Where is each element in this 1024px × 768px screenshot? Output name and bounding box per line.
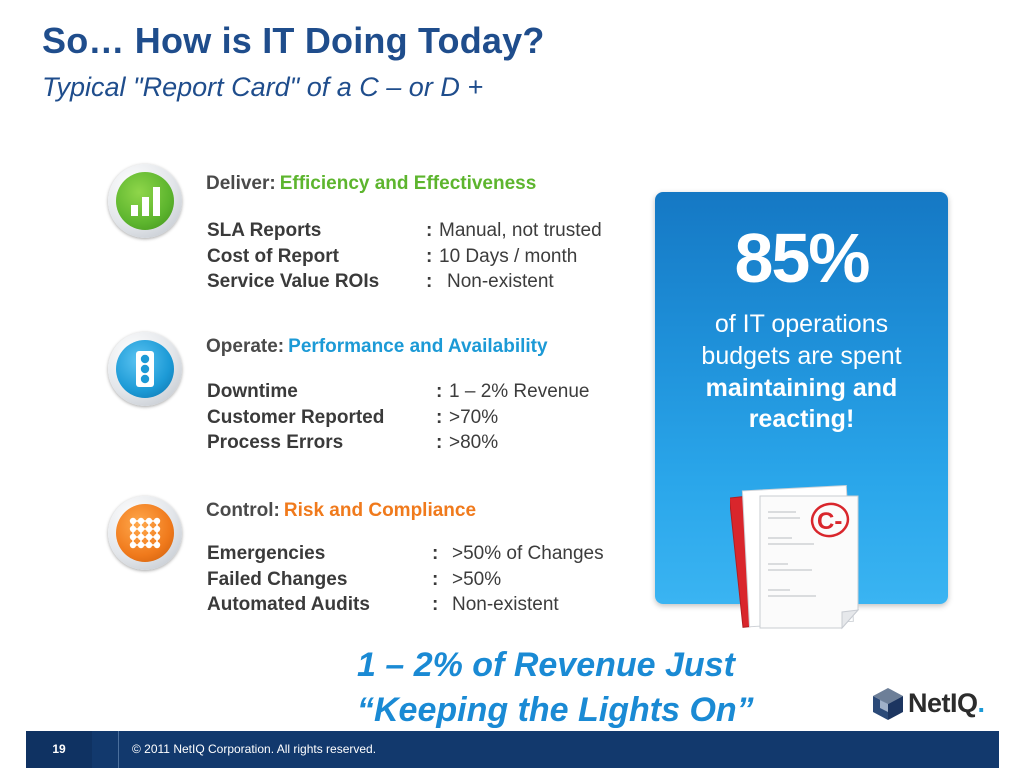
metric-label: Automated Audits	[207, 594, 370, 615]
logo-wordmark: NetIQ.	[908, 688, 985, 718]
status-lights-icon	[108, 332, 182, 406]
section-heading-label: Deliver:	[206, 173, 276, 194]
grid-network-icon	[108, 496, 182, 570]
quote-line: “Keeping the Lights On”	[357, 691, 754, 729]
metric-label: Cost of Report	[207, 245, 339, 267]
metric-separator: :	[436, 381, 443, 402]
statistic-callout: 85% of IT operations budgets are spent m…	[655, 192, 948, 604]
netiq-logo: NetIQ.	[870, 684, 995, 724]
metric-label: Customer Reported	[207, 406, 385, 428]
callout-percentage: 85%	[734, 219, 870, 297]
metric-label: Downtime	[207, 381, 298, 402]
metric-separator: :	[432, 594, 439, 615]
metric-value: >70%	[449, 406, 499, 428]
metric-label: Process Errors	[207, 432, 344, 453]
section-heading-label: Operate:	[206, 336, 285, 357]
section-heading-label: Control:	[206, 500, 280, 521]
section-heading-accent: Risk and Compliance	[283, 500, 477, 521]
footer-divider	[118, 731, 119, 768]
metric-label: SLA Reports	[207, 220, 322, 241]
metric-value: >50% of Changes	[452, 543, 604, 564]
metric-value: Manual, not trusted	[439, 220, 602, 241]
revenue-quote: 1 – 2% of Revenue Just “Keeping the Ligh…	[357, 643, 754, 733]
bar-chart-icon	[108, 164, 182, 238]
metric-separator: :	[436, 406, 443, 428]
slide-footer: 19 © 2011 NetIQ Corporation. All rights …	[26, 731, 999, 768]
slide-subtitle: Typical "Report Card" of a C – or D +	[42, 72, 484, 102]
metric-value: Non-existent	[452, 594, 559, 615]
metric-separator: :	[426, 245, 433, 267]
metric-value: Non-existent	[447, 271, 554, 292]
callout-emphasis-line: maintaining and	[705, 374, 898, 402]
section-heading-accent: Performance and Availability	[288, 336, 548, 357]
slide-title: So… How is IT Doing Today?	[42, 20, 545, 61]
metric-separator: :	[426, 220, 433, 241]
quote-line: 1 – 2% of Revenue Just	[357, 646, 735, 684]
section-heading-accent: Efficiency and Effectiveness	[279, 173, 537, 194]
metric-value: 10 Days / month	[439, 245, 578, 267]
metric-label: Emergencies	[207, 543, 326, 564]
section-heading: Control: Risk and Compliance	[206, 500, 476, 522]
metric-value: 1 – 2% Revenue	[449, 381, 590, 402]
callout-emphasis-line: reacting!	[748, 405, 855, 433]
metric-separator: :	[432, 568, 439, 590]
metric-value: >80%	[449, 432, 499, 453]
callout-text-line: budgets are spent	[701, 342, 902, 370]
netiq-cube-icon	[873, 688, 903, 720]
metric-separator: :	[436, 432, 443, 453]
section-heading: Deliver: Efficiency and Effectiveness	[206, 173, 536, 195]
page-number: 19	[26, 731, 92, 768]
metric-value: >50%	[452, 568, 502, 590]
metric-separator: :	[426, 271, 433, 292]
metric-separator: :	[432, 543, 439, 564]
metric-label: Service Value ROIs	[207, 271, 380, 292]
section-heading: Operate: Performance and Availability	[206, 336, 548, 358]
callout-text-line: of IT operations	[714, 310, 889, 338]
grade-mark: C-	[817, 508, 842, 535]
copyright-text: © 2011 NetIQ Corporation. All rights res…	[132, 742, 377, 756]
metric-label: Failed Changes	[207, 568, 348, 590]
report-card-icon: C-	[728, 478, 870, 643]
